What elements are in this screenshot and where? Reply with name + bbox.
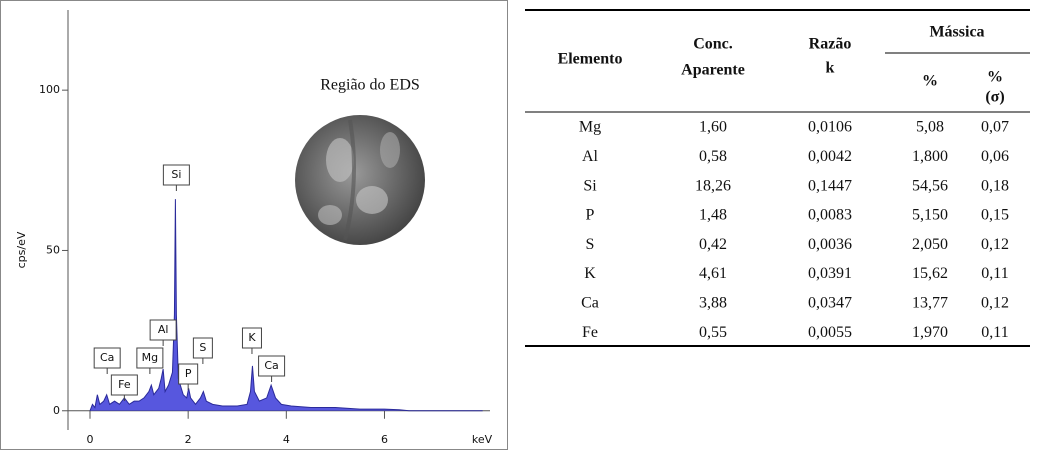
- table-cell: 0,0083: [808, 207, 852, 224]
- table-cell: 1,48: [699, 207, 727, 224]
- table-cell: Si: [583, 177, 597, 194]
- y-axis-label: cps/eV: [15, 231, 28, 268]
- y-tick-label: 0: [53, 404, 60, 417]
- region-label: Região do EDS: [320, 77, 420, 94]
- table-cell: 0,11: [981, 324, 1008, 341]
- spectrum-area: [90, 199, 483, 411]
- table-header: Razão: [809, 36, 852, 53]
- table-cell: 0,11: [981, 265, 1008, 282]
- table-cell: 0,42: [699, 236, 727, 253]
- table-header: Aparente: [681, 62, 745, 79]
- y-tick-label: 50: [46, 243, 60, 256]
- table-cell: 0,06: [981, 148, 1009, 165]
- table-cell: 2,050: [912, 236, 948, 253]
- table-cell: 4,61: [699, 265, 727, 282]
- table-cell: 0,0347: [808, 294, 852, 311]
- peak-label: Al: [158, 323, 169, 336]
- table-cell: 0,15: [981, 207, 1009, 224]
- table-header: Conc.: [693, 36, 733, 53]
- sem-image: [290, 110, 430, 250]
- table-cell: 0,0042: [808, 148, 852, 165]
- table-cell: 3,88: [699, 294, 727, 311]
- x-tick-label: 4: [283, 433, 290, 446]
- table-cell: 1,60: [699, 119, 727, 136]
- spectrum-line: [90, 199, 483, 411]
- table-cell: 0,12: [981, 236, 1009, 253]
- table-cell: 0,12: [981, 294, 1009, 311]
- table-cell: 0,18: [981, 177, 1009, 194]
- table-cell: 0,0106: [808, 119, 852, 136]
- x-tick-label: 0: [87, 433, 94, 446]
- peak-label: K: [248, 331, 256, 344]
- x-tick-label: 2: [185, 433, 192, 446]
- peak-label: Ca: [100, 351, 114, 364]
- table-cell: 0,0391: [808, 265, 852, 282]
- table-cell: 1,970: [912, 324, 948, 341]
- peak-label: Mg: [142, 351, 158, 364]
- table-cell: S: [586, 236, 595, 253]
- x-tick-label: 6: [381, 433, 388, 446]
- table-cell: 18,26: [695, 177, 731, 194]
- table-header: Elemento: [558, 51, 623, 68]
- peak-label: S: [199, 341, 206, 354]
- peak-label: Ca: [264, 359, 278, 372]
- table-cell: 0,0036: [808, 236, 852, 253]
- table-cell: 1,800: [912, 148, 948, 165]
- table-cell: Fe: [582, 324, 598, 341]
- table-cell: Ca: [581, 294, 599, 311]
- table-cell: 13,77: [912, 294, 948, 311]
- table-header: Mássica: [929, 24, 984, 41]
- table-cell: 0,1447: [808, 177, 852, 194]
- table-cell: Mg: [579, 119, 601, 136]
- table-header: (σ): [985, 89, 1004, 106]
- peak-label: P: [185, 367, 192, 380]
- table-cell: 0,0055: [808, 324, 852, 341]
- y-tick-label: 100: [39, 83, 60, 96]
- x-axis-unit: keV: [472, 433, 493, 446]
- table-cell: 0,07: [981, 119, 1009, 136]
- table-cell: 15,62: [912, 265, 948, 282]
- table-cell: 5,150: [912, 207, 948, 224]
- table-cell: 0,55: [699, 324, 727, 341]
- peak-label: Si: [171, 168, 181, 181]
- table-cell: Al: [582, 148, 599, 165]
- table-cell: 5,08: [916, 119, 944, 136]
- table-header: %: [987, 69, 1003, 86]
- table-cell: P: [586, 207, 595, 224]
- figure: Região do EDS cps/eV keV 0 50 100 0 2 4 6 Ca Fe M…: [0, 0, 1043, 450]
- table-cell: K: [584, 265, 596, 282]
- table-header: %: [922, 73, 938, 90]
- table-cell: 0,58: [699, 148, 727, 165]
- table-cell: 54,56: [912, 177, 948, 194]
- table-header: k: [826, 60, 835, 77]
- peak-label: Fe: [118, 378, 131, 391]
